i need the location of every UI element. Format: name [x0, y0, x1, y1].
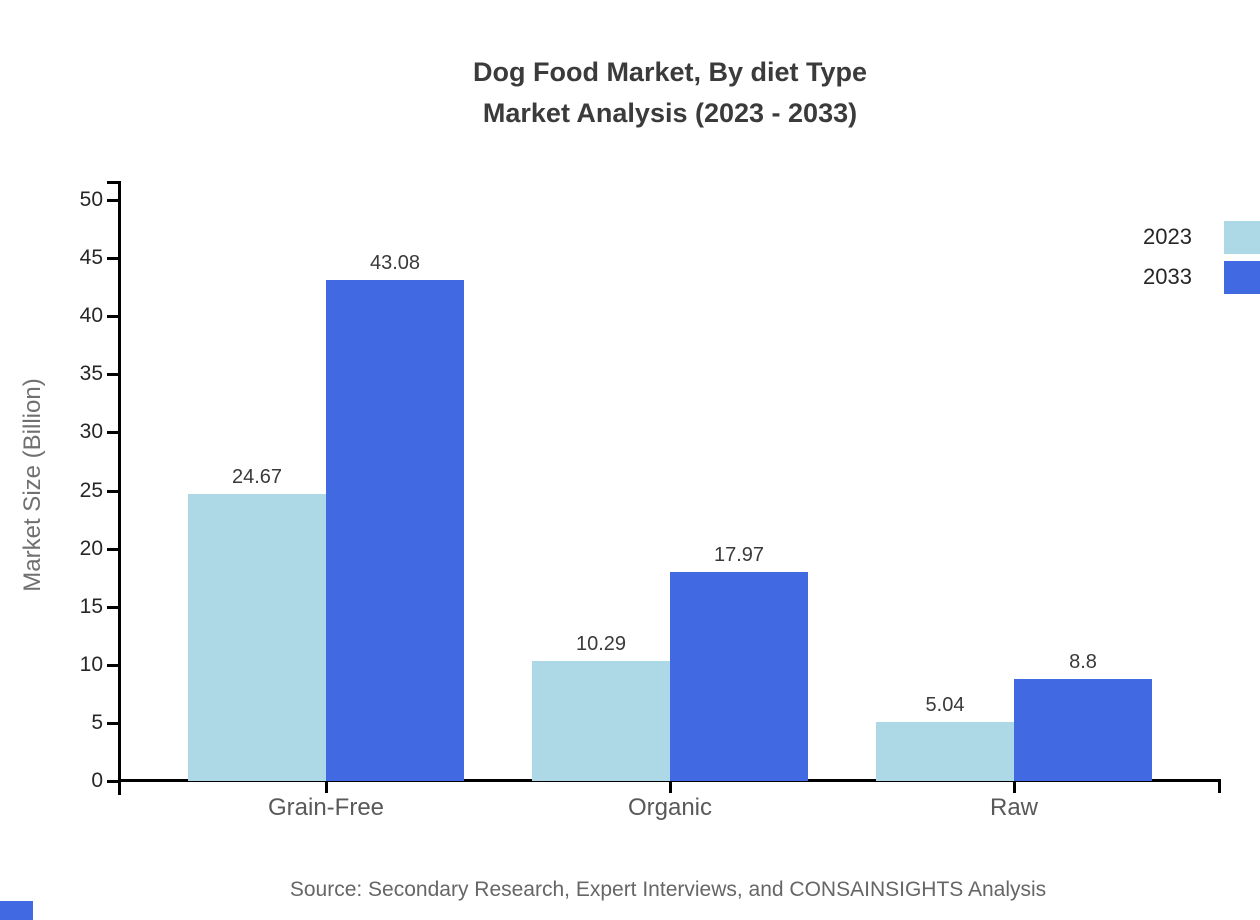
- y-tick: [107, 373, 119, 377]
- y-tick-label: 15: [79, 594, 103, 618]
- bar-2023: [876, 722, 1014, 781]
- bar-2033: [326, 280, 464, 781]
- source-attribution: Source: Secondary Research, Expert Inter…: [289, 878, 1047, 901]
- y-tick: [107, 663, 119, 667]
- y-tick-label: 20: [79, 536, 103, 560]
- y-tick-label: 10: [79, 652, 103, 676]
- bar-2023: [188, 494, 326, 781]
- bar-2033: [1014, 678, 1152, 781]
- y-tick-label: 35: [79, 362, 103, 386]
- logo-mark: [0, 901, 33, 920]
- bar-2033: [670, 572, 808, 781]
- bar-value-label: 43.08: [369, 252, 421, 275]
- legend-entry-2033: 2033: [1072, 260, 1260, 294]
- y-tick-label: 40: [79, 304, 103, 328]
- y-tick-label: 45: [79, 246, 103, 270]
- y-tick: [107, 199, 119, 202]
- y-tick: [107, 780, 119, 783]
- legend-swatch-2033: [1224, 260, 1260, 294]
- x-tick: [325, 782, 328, 793]
- bar-value-label: 10.29: [575, 633, 627, 656]
- bar-2023: [532, 661, 670, 781]
- bar-value-label: 5.04: [925, 694, 965, 717]
- y-tick: [107, 489, 119, 493]
- bar-value-label: 8.8: [1069, 650, 1097, 673]
- legend-label-2033: 2033: [1143, 264, 1192, 289]
- legend-entry-2023: 2023: [1072, 220, 1260, 254]
- chart-title-line1: Dog Food Market, By diet Type: [472, 57, 868, 87]
- y-tick-label: 25: [79, 478, 103, 502]
- category-label: Grain-Free: [267, 794, 385, 821]
- legend-label-2023: 2023: [1143, 224, 1192, 249]
- y-tick: [107, 721, 119, 725]
- chart-title: Dog Food Market, By diet Type Market Ana…: [80, 52, 1260, 134]
- legend-swatch-2023: [1224, 220, 1260, 254]
- y-tick-label: 50: [79, 188, 103, 211]
- category-label: Raw: [989, 794, 1038, 821]
- x-tick: [669, 782, 672, 793]
- category-label: Organic: [627, 794, 713, 821]
- bar-value-label: 24.67: [231, 466, 283, 489]
- y-tick-label: 5: [91, 710, 103, 734]
- y-axis-top-cap: [107, 181, 121, 184]
- y-tick: [107, 605, 119, 609]
- y-tick-label: 30: [79, 420, 103, 444]
- y-tick-label: 0: [91, 769, 103, 792]
- y-tick: [107, 547, 119, 551]
- bar-value-label: 17.97: [713, 544, 765, 567]
- y-tick: [107, 315, 119, 319]
- chart-title-line2: Market Analysis (2023 - 2033): [482, 98, 858, 128]
- x-tick: [1013, 782, 1016, 793]
- x-axis-end-cap: [1218, 779, 1221, 793]
- y-tick: [107, 257, 119, 261]
- y-axis-spine: [118, 181, 121, 795]
- y-tick: [107, 431, 119, 435]
